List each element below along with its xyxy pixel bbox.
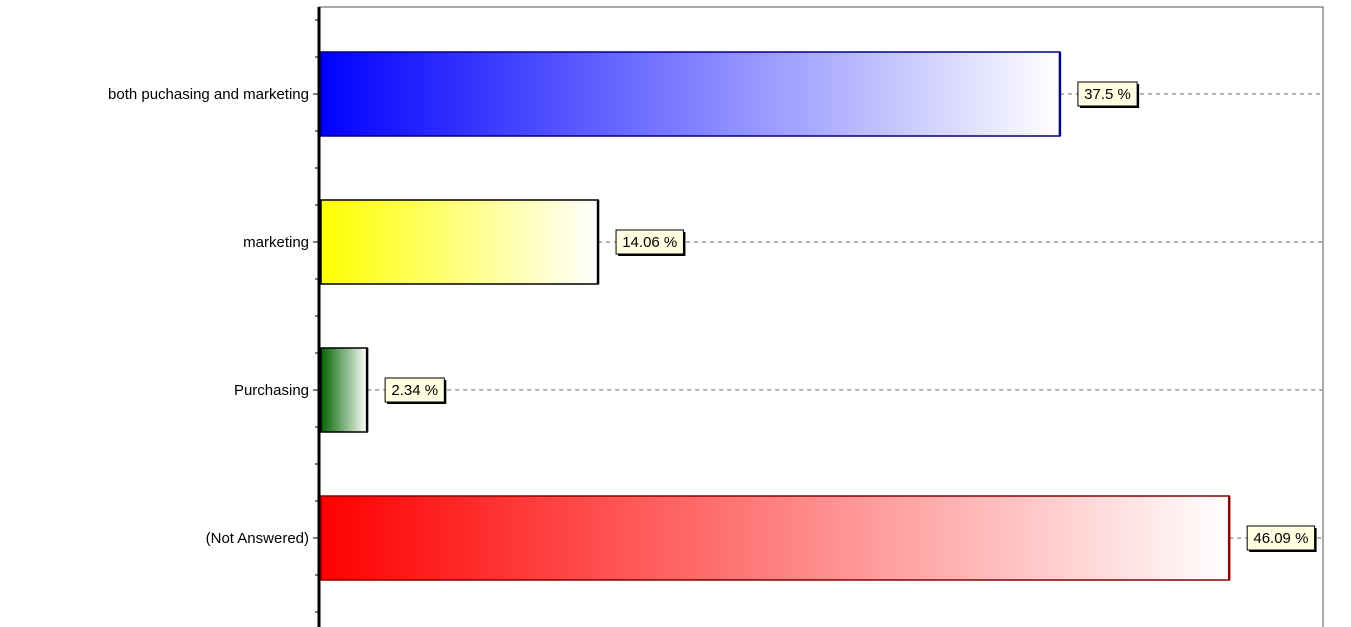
y-axis-ticks xyxy=(313,19,319,613)
value-labels: 37.5 % 14.06 % 2.34 % 46.09 % xyxy=(384,81,1317,552)
value-label-box xyxy=(384,377,445,403)
leader-lines xyxy=(367,93,1322,539)
category-label: (Not Answered) xyxy=(206,530,309,547)
bar xyxy=(320,199,599,285)
value-label-box xyxy=(615,229,684,255)
value-label-box xyxy=(1246,525,1316,551)
category-label: both puchasing and marketing xyxy=(108,86,309,103)
value-label: 2.34 % xyxy=(391,382,438,399)
category-label: marketing xyxy=(243,234,309,251)
value-label: 46.09 % xyxy=(1253,530,1308,547)
value-label: 37.5 % xyxy=(1084,86,1131,103)
bar xyxy=(320,51,1061,137)
category-label: Purchasing xyxy=(234,382,309,399)
value-label: 14.06 % xyxy=(622,234,677,251)
category-labels: both puchasing and marketing marketing Pur… xyxy=(108,86,309,547)
value-label-box xyxy=(1077,81,1138,107)
bar xyxy=(320,495,1230,581)
bars xyxy=(320,51,1231,581)
bar xyxy=(320,347,368,433)
